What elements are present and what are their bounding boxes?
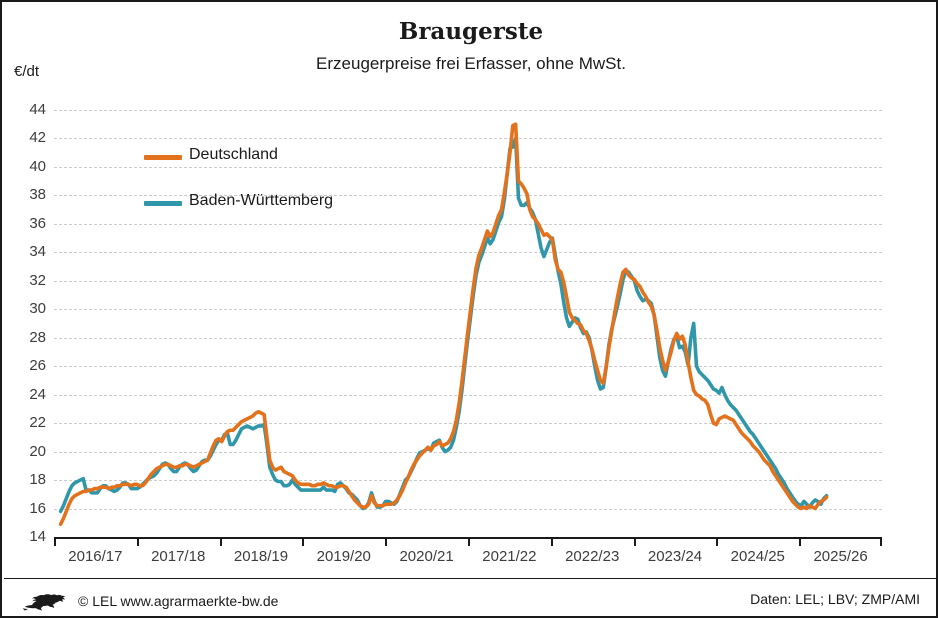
y-tick-label: 40 [29, 157, 46, 175]
gridline [54, 280, 882, 282]
y-tick-label: 30 [29, 300, 46, 318]
y-tick-label: 22 [29, 414, 46, 432]
series-lines [58, 122, 829, 526]
x-axis-tick [550, 537, 553, 546]
y-tick-label: 28 [29, 328, 46, 346]
x-axis-tick [302, 537, 305, 546]
y-tick-label: 42 [29, 129, 46, 147]
footer-divider [4, 578, 938, 579]
y-tick-label: 16 [29, 499, 46, 517]
x-tick-label: 2024/25 [730, 548, 785, 565]
x-tick-label: 2022/23 [565, 548, 620, 565]
line-deutschland [58, 122, 829, 526]
y-tick-label: 20 [29, 442, 46, 460]
gridline [54, 508, 882, 510]
y-tick-label: 38 [29, 186, 46, 204]
gridline [54, 223, 882, 225]
x-axis-tick [716, 537, 719, 546]
x-axis-tick [468, 537, 470, 546]
x-axis-tick [880, 537, 882, 546]
y-tick-label: 14 [29, 528, 46, 545]
y-tick-label: 44 [29, 101, 46, 118]
x-axis-tick [136, 537, 139, 546]
plot-area [54, 110, 882, 537]
y-tick-label: 18 [29, 471, 46, 489]
chart-subtitle: Erzeugerpreise frei Erfasser, ohne MwSt. [316, 54, 626, 73]
x-tick-label: 2016/17 [68, 548, 123, 565]
y-tick-label: 32 [29, 271, 46, 289]
y-axis-tick-labels: 14 16 18 20 22 24 26 28 30 32 34 36 38 40 42 44 [2, 101, 46, 545]
legend-item-deutschland: Deutschland [144, 146, 444, 192]
legend-label-deutschland: Deutschland [189, 146, 278, 163]
x-tick-label: 2018/19 [233, 548, 289, 565]
gridline [54, 110, 882, 111]
x-axis-tick [54, 537, 56, 546]
x-tick-label: 2021/22 [482, 548, 537, 565]
source-text: Daten: LEL; LBV; ZMP/AMI [750, 591, 920, 607]
legend-item-baden-wuerttemberg: Baden-Württemberg [144, 192, 444, 238]
legend-swatch-deutschland [144, 155, 182, 160]
gridline [54, 195, 882, 197]
y-tick-label: 34 [29, 243, 46, 261]
x-axis-tick [799, 537, 802, 546]
gridline [54, 166, 882, 168]
gridline [54, 423, 882, 425]
gridline [54, 138, 882, 140]
gridline [54, 480, 882, 482]
y-tick-label: 26 [29, 357, 46, 375]
y-axis-unit-label: €/dt [14, 63, 40, 80]
gridline [54, 451, 882, 453]
x-axis-tick [219, 537, 222, 546]
x-tick-label: 2025/26 [813, 548, 868, 565]
x-tick-label: 2017/18 [151, 548, 206, 565]
lion-logo-icon [22, 594, 66, 611]
gridline [54, 394, 882, 396]
legend: Deutschland Baden-Württemberg [144, 146, 444, 238]
x-tick-label: 2019/20 [316, 548, 371, 565]
footer-left: © LEL www.agrarmaerkte-bw.de [22, 586, 278, 616]
gridline [54, 366, 882, 368]
x-axis-tick [385, 537, 388, 546]
y-tick-label: 36 [29, 214, 46, 232]
x-tick-label: 2023/24 [647, 548, 703, 565]
legend-swatch-baden-wuerttemberg [144, 201, 182, 206]
y-tick-label: 24 [29, 385, 46, 403]
legend-label-baden-wuerttemberg: Baden-Württemberg [189, 192, 334, 209]
gridline [54, 309, 882, 311]
gridline [54, 252, 882, 254]
x-axis-tick [633, 537, 636, 546]
page-title: Braugerste [398, 18, 544, 45]
x-tick-label: 2020/21 [399, 548, 454, 565]
copyright-text: © LEL www.agrarmaerkte-bw.de [78, 593, 279, 609]
